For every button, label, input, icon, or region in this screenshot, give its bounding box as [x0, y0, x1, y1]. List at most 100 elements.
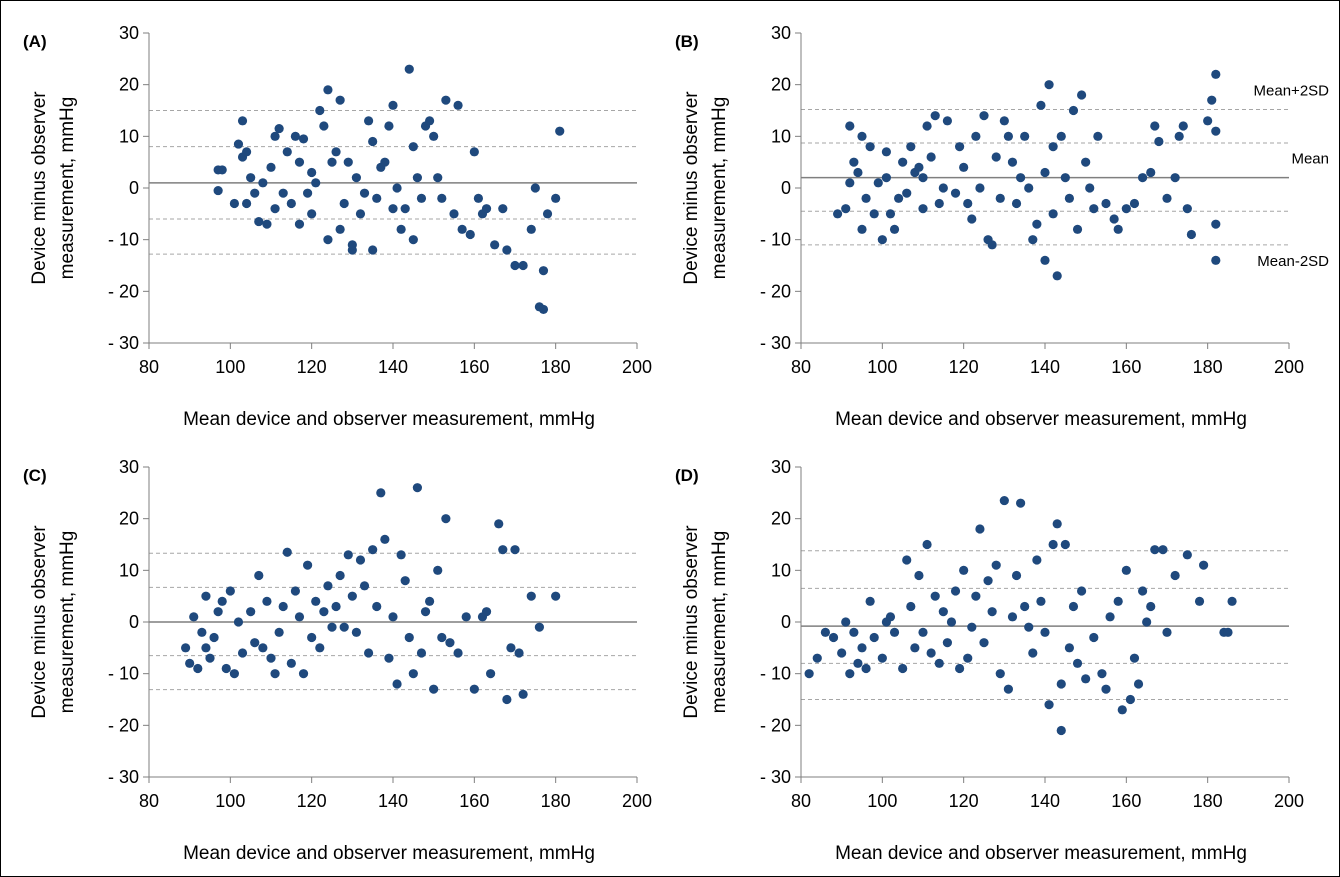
x-tick-label: 180	[1193, 357, 1223, 377]
point	[429, 684, 439, 694]
point	[1040, 167, 1050, 178]
point	[955, 142, 965, 152]
point	[437, 193, 447, 203]
point	[820, 627, 830, 637]
point	[1162, 193, 1172, 203]
point	[347, 591, 357, 601]
point	[555, 126, 565, 136]
point	[551, 591, 561, 601]
point	[979, 111, 989, 121]
y-tick-label: - 30	[760, 333, 791, 353]
point	[449, 209, 459, 219]
point	[266, 162, 276, 172]
point	[1048, 539, 1058, 550]
point	[894, 193, 904, 203]
point	[930, 591, 940, 601]
point	[502, 245, 512, 255]
point	[258, 643, 268, 653]
point	[889, 224, 900, 234]
y-tick-label: 20	[119, 509, 139, 529]
point	[1211, 126, 1221, 136]
point	[282, 147, 292, 157]
point	[918, 627, 928, 637]
point	[1020, 131, 1030, 141]
point	[1085, 183, 1095, 193]
point	[294, 157, 305, 167]
x-tick-label: 80	[791, 357, 811, 377]
point	[412, 483, 422, 493]
y-tick-label: 0	[129, 612, 139, 632]
y-tick-label: - 10	[760, 664, 791, 684]
y-tick-label: 20	[119, 75, 139, 95]
point	[290, 586, 300, 596]
point	[812, 653, 822, 663]
point	[490, 240, 500, 250]
point	[881, 173, 891, 183]
point	[420, 607, 431, 617]
point	[902, 188, 912, 198]
point	[538, 266, 549, 276]
point	[347, 240, 357, 250]
point	[250, 638, 260, 648]
point	[918, 173, 928, 183]
point	[404, 632, 414, 643]
point	[950, 188, 961, 198]
point	[1121, 204, 1131, 214]
point	[518, 689, 528, 699]
point	[392, 679, 402, 689]
x-tick-label: 140	[378, 791, 408, 811]
point	[1146, 601, 1156, 612]
x-tick-label: 80	[139, 357, 159, 377]
point	[343, 157, 353, 167]
point	[902, 555, 912, 565]
point	[307, 632, 317, 643]
point	[286, 658, 296, 668]
point	[1227, 596, 1237, 606]
point	[987, 240, 997, 250]
point	[298, 134, 309, 144]
point	[967, 214, 977, 224]
point	[242, 147, 252, 157]
point	[991, 560, 1001, 570]
point	[922, 121, 932, 131]
point	[270, 131, 280, 141]
x-tick-label: 180	[541, 791, 571, 811]
point	[1011, 570, 1022, 581]
point	[1016, 173, 1026, 183]
point	[946, 617, 957, 627]
point	[237, 648, 248, 658]
point	[270, 669, 280, 679]
point	[270, 204, 280, 214]
point	[457, 224, 467, 234]
point	[959, 162, 969, 172]
point	[918, 204, 928, 214]
point	[934, 198, 944, 209]
y-axis-label: measurement, mmHg	[709, 531, 730, 714]
point	[530, 183, 540, 193]
point	[266, 653, 276, 663]
point	[368, 545, 378, 555]
point	[1007, 157, 1018, 167]
point	[461, 612, 471, 622]
point	[445, 638, 455, 648]
x-tick-label: 200	[622, 357, 652, 377]
point	[845, 121, 855, 131]
point	[189, 612, 199, 622]
panel: (C) Device minus observer measurement, mmH…	[23, 457, 652, 864]
point	[453, 648, 463, 658]
reference-line-label: Mean+2SD	[1254, 82, 1330, 99]
point	[526, 224, 536, 234]
point	[983, 576, 993, 586]
point	[364, 116, 374, 126]
panel-label: (D)	[675, 466, 699, 485]
point	[1113, 596, 1123, 606]
point	[185, 658, 195, 668]
point	[323, 85, 333, 95]
point	[368, 136, 378, 147]
point	[845, 669, 855, 679]
point	[408, 142, 418, 152]
point	[441, 514, 451, 524]
point	[1052, 519, 1062, 529]
point	[1162, 627, 1172, 637]
point	[1129, 198, 1140, 209]
